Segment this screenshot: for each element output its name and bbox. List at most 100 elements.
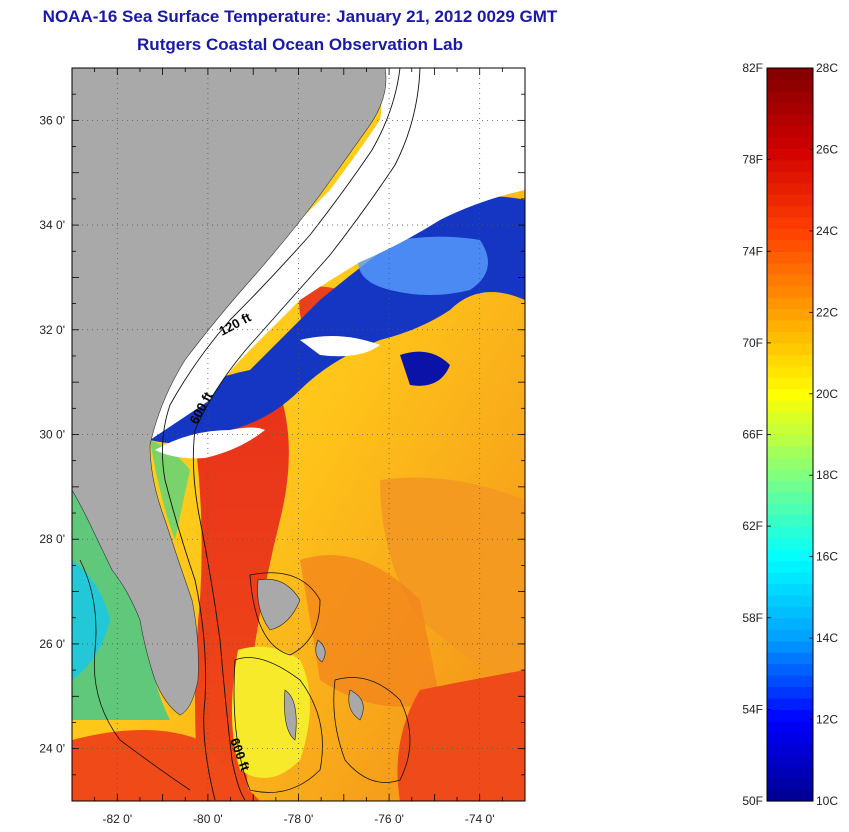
lat-tick-label: 36 0': [39, 113, 65, 127]
colorbar-f-label: 58F: [742, 611, 763, 625]
colorbar-c-label: 18C: [816, 468, 838, 482]
colorbar-segment: [767, 205, 813, 218]
colorbar-segment: [767, 319, 813, 333]
lat-tick-label: 32 0': [39, 323, 65, 337]
colorbar-segment: [767, 697, 813, 710]
colorbar-segment: [767, 640, 813, 653]
colorbar-segment: [767, 182, 813, 195]
colorbar-segment: [767, 491, 813, 504]
colorbar-segment: [767, 755, 813, 768]
lat-tick-label: 26 0': [39, 637, 65, 651]
colorbar-segment: [767, 262, 813, 275]
map-frame: [71, 67, 526, 802]
colorbar-f-label: 50F: [742, 794, 763, 808]
florida-east-shelf: [150, 440, 190, 540]
colorbar-segment: [767, 400, 813, 413]
colorbar-f-label: 70F: [742, 336, 763, 350]
colorbar-segment: [767, 79, 813, 92]
sst-orange-patch-2: [300, 555, 440, 707]
colorbar-f-label: 66F: [742, 428, 763, 442]
colorbar-segment: [767, 216, 813, 229]
colorbar-c-label: 12C: [816, 713, 838, 727]
colorbar-segment: [767, 228, 813, 241]
lat-tick-label: 34 0': [39, 218, 65, 232]
colorbar-segment: [767, 274, 813, 287]
contour-120ft: [161, 68, 401, 801]
colorbar-labels: 82F 78F 74F 70F 66F 62F 58F 54F 50F 28C 26C 24C 22C 2…: [742, 61, 838, 808]
colorbar-segment: [767, 686, 813, 699]
colorbar-f-label: 78F: [742, 153, 763, 167]
colorbar-segment: [767, 297, 813, 310]
colorbar-segment: [767, 285, 813, 298]
colorbar-segment: [767, 445, 813, 459]
colorbar-segment: [767, 342, 813, 355]
contour-west-florida: [79, 559, 191, 791]
colorbar-segment: [767, 68, 813, 81]
colorbar-segment: [767, 102, 813, 115]
colorbar-segment: [767, 159, 813, 172]
colorbar-segment: [767, 388, 813, 401]
contour-600ft: [192, 68, 421, 801]
colorbar-f-label: 54F: [742, 702, 763, 716]
contour-great-bahama-bank: [233, 657, 323, 793]
cool-blue-patch: [358, 236, 488, 295]
cloud-mask-south: [155, 427, 265, 459]
lat-tick-label: 28 0': [39, 532, 65, 546]
colorbar-segment: [767, 526, 813, 539]
colorbar-segment: [767, 617, 813, 630]
colorbar-strip: [767, 68, 813, 802]
sst-orange-patch: [380, 477, 525, 700]
colorbar-segment: [767, 766, 813, 779]
colorbar-segment: [767, 606, 813, 619]
colorbar-f-label: 82F: [742, 61, 763, 75]
cloud-patch: [300, 336, 380, 357]
colorbar-segment: [767, 308, 813, 321]
colorbar-segment: [767, 331, 813, 344]
colorbar-segment: [767, 789, 813, 802]
colorbar-c-label: 22C: [816, 305, 838, 319]
colorbar-segment: [767, 239, 813, 252]
lon-tick-label: -76 0': [374, 812, 404, 826]
colorbar-segment: [767, 743, 813, 756]
colorbar-segment: [767, 148, 813, 161]
gulf-stream: [195, 380, 289, 801]
colorbar-segment: [767, 365, 813, 378]
colorbar-c-label: 14C: [816, 631, 838, 645]
colorbar-segment: [767, 171, 813, 184]
lon-tick-label: -80 0': [193, 812, 223, 826]
colorbar-segment: [767, 411, 813, 424]
cloud-mask: [145, 68, 525, 440]
colorbar-c-label: 24C: [816, 224, 838, 238]
colorbar-segment: [767, 113, 813, 126]
colorbar-segment: [767, 560, 813, 573]
bahamas-andros: [284, 689, 297, 741]
colorbar-segment: [767, 503, 813, 516]
colorbar-segment: [767, 663, 813, 676]
florida-straits-warm: [72, 730, 260, 801]
colorbar-f-label: 62F: [742, 519, 763, 533]
colorbar-segment: [767, 90, 813, 103]
colorbar-c-label: 10C: [816, 794, 838, 808]
colorbar-segment: [767, 251, 813, 264]
map-gridlines: [72, 68, 525, 801]
colorbar-segment: [767, 537, 813, 550]
colorbar-segment: [767, 675, 813, 688]
colorbar-f-label: 74F: [742, 244, 763, 258]
bahamas-abaco: [257, 578, 301, 631]
map-title: NOAA-16 Sea Surface Temperature: January…: [42, 7, 558, 26]
southeast-warm: [397, 670, 525, 801]
lat-tick-label: 30 0': [39, 428, 65, 442]
colorbar-segment: [767, 709, 813, 722]
lat-tick-label: 24 0': [39, 742, 65, 756]
colorbar-segment: [767, 549, 813, 562]
land-southeast-us: [72, 68, 387, 716]
lon-tick-label: -82 0': [102, 812, 132, 826]
colorbar-segment: [767, 514, 813, 527]
colorbar-segment: [767, 480, 813, 493]
colorbar-segment: [767, 377, 813, 390]
colorbar-segment: [767, 720, 813, 733]
colorbar-segment: [767, 423, 813, 436]
lon-tick-label: -78 0': [284, 812, 314, 826]
